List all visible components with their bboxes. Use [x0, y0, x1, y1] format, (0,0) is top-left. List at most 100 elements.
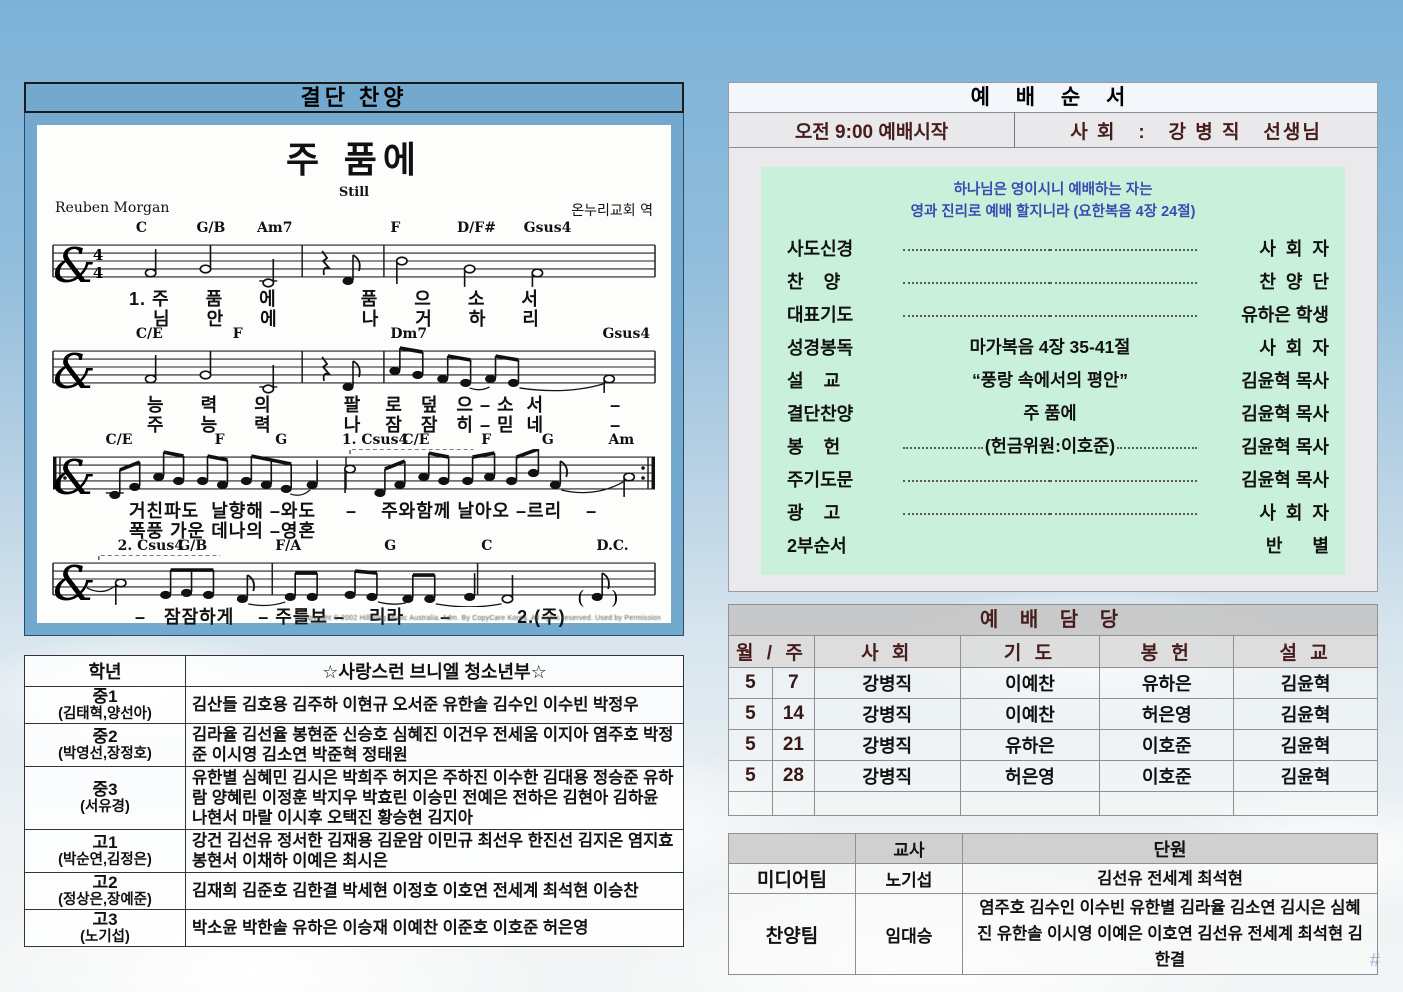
chord: G/B	[178, 538, 208, 554]
staff-4-chords: 2. Csus4 G/B F/A G C D.C.	[51, 538, 657, 555]
roster-row: 고3 (노기섭) 박소윤 박한솔 유하은 이승재 이예찬 이준호 이호준 허은영	[24, 909, 684, 947]
chord: Am	[608, 432, 635, 448]
team-name-cell: 미디어팀	[728, 863, 856, 894]
staff-3-notation: &	[52, 449, 656, 501]
worship-order-card: 예 배 순 서 오전 9:00 예배시작 사 회 : 강 병 직 선생님 하나님…	[728, 82, 1378, 592]
sheet-music: 주 품에 Still Reuben Morgan 온누리교회 역 C G/B A…	[37, 125, 671, 627]
lyric-line: 폭풍 가운 데나의 –영혼	[129, 521, 317, 541]
chord: D.C.	[596, 538, 629, 554]
youth-roster-table: 학년 ☆사랑스런 브니엘 청소년부☆ 중1 (김태혁,양선아) 김산들 김호용 …	[24, 655, 684, 947]
staff-1: C G/B Am7 F D/F# Gsus4 & 4 4	[51, 220, 657, 329]
duty-header-prayer: 기 도	[959, 635, 1101, 668]
grade-cell: 중1 (김태혁,양선아)	[24, 686, 186, 724]
roster-names-header: ☆사랑스런 브니엘 청소년부☆	[185, 655, 684, 687]
chord: 2. Csus4	[117, 538, 184, 554]
grade-cell: 고2 (정상은,장예준)	[24, 872, 186, 910]
chord: G	[384, 538, 397, 554]
lyric-line: – 잠잠하게 – 주를보 – 리라 – 2.(주)	[129, 607, 566, 627]
translator: 온누리교회 역	[571, 203, 653, 219]
duty-row: 5 21 강병직 유하은 이호준 김윤혁	[728, 729, 1378, 761]
staff-2-notation: &	[52, 345, 656, 395]
duty-section-title: 예 배 담 당	[728, 604, 1378, 635]
order-item: 2부순서 반 별	[787, 535, 1329, 556]
roster-row: 고1 (박순연,김정은) 강건 김선유 정서한 김재용 김운암 이민규 최선우 …	[24, 829, 684, 873]
chord: F	[481, 432, 492, 448]
chord: C	[481, 538, 493, 554]
staff-1-notation: &44	[52, 239, 656, 289]
svg-text:&: &	[53, 239, 96, 289]
team-teacher-cell: 임대승	[855, 893, 963, 975]
svg-text:&: &	[53, 557, 96, 607]
staff-2-chords: C/E F Dm7 Gsus4	[51, 326, 657, 343]
svg-text:): )	[611, 587, 618, 607]
teams-header-row: 교사 단원	[728, 833, 1378, 864]
staff-3: C/E F G 1. Csus4 C/E F G Am	[51, 432, 657, 541]
chord: G	[541, 432, 554, 448]
team-row: 찬양팀 임대승 염주호 김수인 이수빈 유한별 김라율 김소연 김시은 심혜진 …	[728, 893, 1378, 975]
composer: Reuben Morgan	[55, 200, 170, 216]
mc-name: 사 회 : 강 병 직 선생님	[1070, 121, 1322, 143]
chord: G/B	[196, 220, 226, 236]
teams-header-members: 단원	[962, 833, 1378, 864]
roster-row: 고2 (정상은,장예준) 김재희 김준호 김한결 박세현 이정호 이호연 전세계…	[24, 872, 684, 910]
service-info-bar: 오전 9:00 예배시작 사 회 : 강 병 직 선생님	[729, 113, 1377, 148]
order-item: 성경봉독 마가복음 4장 35-41절 사 회 자	[787, 337, 1329, 358]
song-subtitle: Still	[338, 185, 370, 200]
staff-1-chords: C G/B Am7 F D/F# Gsus4	[51, 220, 657, 237]
names-cell: 유한별 심혜민 김시은 박희주 허지은 주하진 이수한 김대용 정승준 유하람 …	[185, 766, 684, 830]
song-credits: Reuben Morgan 온누리교회 역	[51, 200, 657, 220]
order-item: 봉 헌 (헌금위원:이호준) 김윤혁 목사	[787, 436, 1329, 457]
roster-grade-header: 학년	[24, 655, 186, 687]
duty-header-mc: 사 회	[813, 635, 961, 668]
praise-panel: 결단 찬양 주 품에 Still Reuben Morgan 온누리교회 역 C…	[24, 82, 684, 947]
duty-header-row: 월 / 주 사 회 기 도 봉 헌 설 교	[728, 635, 1378, 668]
chord: G	[275, 432, 288, 448]
lyric-line: 주 능 력 나 잠 잠 히 – 믿 네 –	[129, 415, 622, 435]
teams-header-blank	[728, 833, 856, 864]
chord: C/E	[135, 326, 163, 342]
duty-row: 5 14 강병직 이예찬 허은영 김윤혁	[728, 698, 1378, 730]
staff-4: 2. Csus4 G/B F/A G C D.C. &	[51, 538, 657, 627]
roster-row: 중1 (김태혁,양선아) 김산들 김호용 김주하 이현규 오서준 유한솔 김수인…	[24, 686, 684, 724]
song-title: 주 품에	[286, 139, 422, 181]
lyric-line: 능 력 의 팔 로 덮 으 – 소 서 –	[129, 395, 622, 415]
teams-table: 교사 단원 미디어팀 노기섭 김선유 전세계 최석현 찬양팀 임대승 염주호 김…	[728, 833, 1378, 975]
worship-order-title: 예 배 순 서	[729, 83, 1377, 113]
duty-row: 5 28 강병직 허은영 이호준 김윤혁	[728, 760, 1378, 792]
scripture-verse-line2: 영과 진리로 예배 할지니라 (요한복음 4장 24절)	[910, 204, 1196, 220]
chord: F	[214, 432, 225, 448]
lyric-line: 거친파도 날향해 –와도 – 주와함께 날아오 –르리 –	[129, 501, 598, 521]
chord: C	[135, 220, 147, 236]
order-item: 설 교 “풍랑 속에서의 평안” 김윤혁 목사	[787, 370, 1329, 391]
svg-text:4: 4	[93, 246, 103, 264]
team-name-cell: 찬양팀	[728, 893, 856, 975]
chord: Gsus4	[602, 326, 651, 342]
grade-cell: 고1 (박순연,김정은)	[24, 829, 186, 873]
chord: Dm7	[390, 326, 428, 342]
order-item: 광 고 사 회 자	[787, 502, 1329, 523]
chord: 1. Csus4	[341, 432, 409, 448]
lyric-line: 1. 주 품 에 품 으 소 서	[129, 289, 539, 309]
order-list-box: 하나님은 영이시니 예배하는 자는 영과 진리로 예배 할지니라 (요한복음 4…	[761, 167, 1345, 575]
team-members-cell: 염주호 김수인 이수빈 유한별 김라율 김소연 김시은 심혜진 유한솔 이시영 …	[962, 893, 1378, 975]
service-time: 오전 9:00 예배시작	[729, 113, 1016, 147]
duty-header-sermon: 설 교	[1233, 635, 1378, 668]
roster-row: 중2 (박영선,장정호) 김라율 김선율 봉현준 신승호 심혜진 이건우 전세움…	[24, 723, 684, 767]
order-item: 주기도문 김윤혁 목사	[787, 469, 1329, 490]
svg-text:&: &	[53, 345, 96, 395]
corner-watermark: #	[1369, 950, 1380, 970]
staff-2: C/E F Dm7 Gsus4 &	[51, 326, 657, 435]
staff-3-chords: C/E F G 1. Csus4 C/E F G Am	[51, 432, 657, 449]
svg-text:(: (	[577, 587, 584, 607]
names-cell: 김라율 김선율 봉현준 신승호 심혜진 이건우 전세움 이지아 염주호 박정준 …	[185, 723, 684, 767]
order-item: 찬 양 찬 양 단	[787, 271, 1329, 292]
chord: C/E	[402, 432, 430, 448]
sheet-music-box: 주 품에 Still Reuben Morgan 온누리교회 역 C G/B A…	[24, 113, 684, 636]
copyright-line: Copyright © 2002 Hillsong Music Australi…	[299, 615, 661, 622]
staff-4-notation: &	[52, 555, 656, 607]
chord: D/F#	[457, 220, 496, 236]
duty-header-offering: 봉 헌	[1099, 635, 1235, 668]
chord: F	[390, 220, 401, 236]
team-members-cell: 김선유 전세계 최석현	[962, 863, 1378, 894]
